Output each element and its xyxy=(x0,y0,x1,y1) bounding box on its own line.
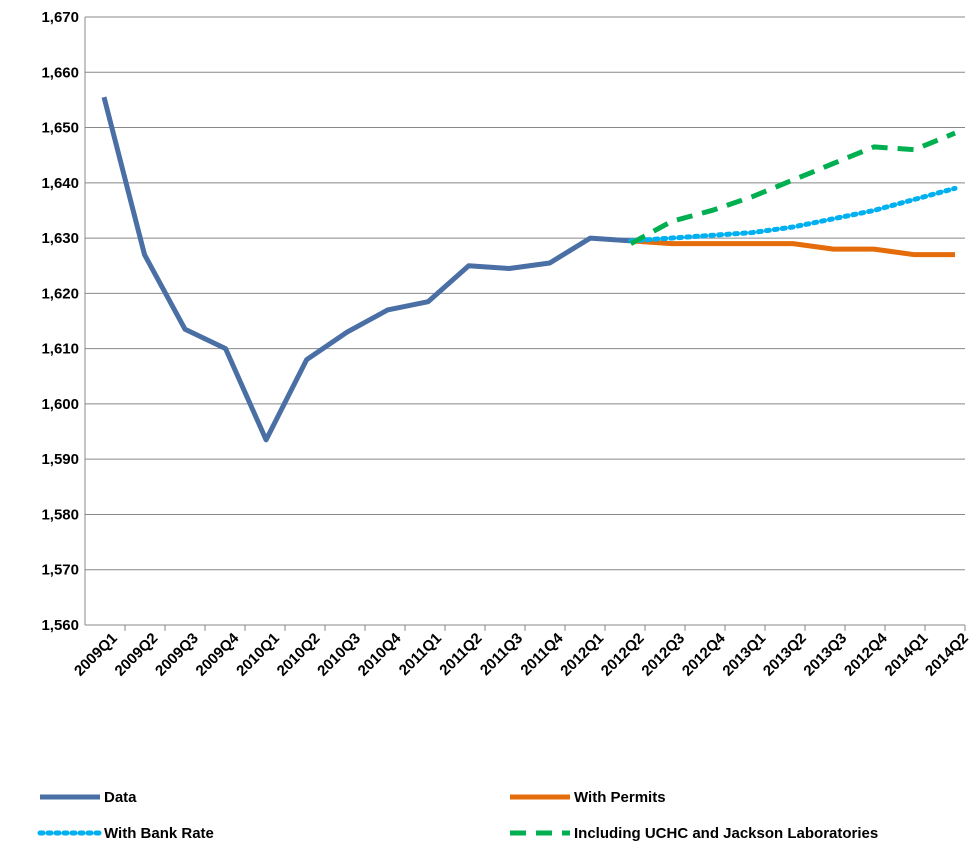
x-tick-label: 2013Q3 xyxy=(800,630,850,680)
y-tick-label: 1,620 xyxy=(41,285,79,302)
x-tick-label: 2010Q2 xyxy=(274,630,324,680)
legend-label: With Bank Rate xyxy=(104,825,214,842)
series-line xyxy=(628,185,958,244)
x-tick-label: 2010Q1 xyxy=(233,630,283,680)
y-tick-label: 1,660 xyxy=(41,64,79,81)
x-tick-label: 2013Q1 xyxy=(719,630,769,680)
y-tick-label: 1,670 xyxy=(41,9,79,26)
x-tick-label: 2009Q4 xyxy=(193,629,243,679)
x-tick-label: 2011Q3 xyxy=(477,630,526,679)
legend-label: Data xyxy=(104,789,137,806)
x-tick-label: 2014Q1 xyxy=(882,630,932,680)
legend-label: Including UCHC and Jackson Laboratories xyxy=(574,825,878,842)
legend-label: With Permits xyxy=(574,789,666,806)
x-tick-label: 2012Q4 xyxy=(679,629,729,679)
y-tick-label: 1,610 xyxy=(41,341,79,358)
x-tick-label: 2010Q4 xyxy=(355,629,405,679)
y-tick-label: 1,560 xyxy=(41,617,79,634)
x-tick-label: 2011Q2 xyxy=(436,630,485,679)
series-line xyxy=(101,96,631,443)
y-tick-label: 1,600 xyxy=(41,396,79,413)
y-tick-label: 1,590 xyxy=(41,451,79,468)
y-tick-label: 1,570 xyxy=(41,562,79,579)
x-tick-label: 2010Q3 xyxy=(314,630,364,680)
series-line xyxy=(630,238,955,258)
x-tick-label: 2011Q4 xyxy=(517,629,567,679)
x-tick-label: 2012Q2 xyxy=(598,630,648,680)
x-tick-label: 2014Q2 xyxy=(922,630,970,680)
x-tick-label: 2009Q3 xyxy=(152,630,202,680)
x-tick-label: 2012Q3 xyxy=(638,630,688,680)
x-tick-label: 2011Q1 xyxy=(396,630,445,679)
y-tick-label: 1,630 xyxy=(41,230,79,247)
x-tick-label: 2012Q4 xyxy=(841,629,891,679)
x-tick-label: 2012Q1 xyxy=(557,630,607,680)
y-tick-label: 1,640 xyxy=(41,175,79,192)
y-tick-label: 1,650 xyxy=(41,120,79,137)
x-tick-label: 2009Q2 xyxy=(112,630,162,680)
x-tick-label: 2009Q1 xyxy=(71,630,121,680)
series-line xyxy=(629,130,956,246)
y-tick-label: 1,580 xyxy=(41,506,79,523)
x-tick-label: 2013Q2 xyxy=(760,630,810,680)
